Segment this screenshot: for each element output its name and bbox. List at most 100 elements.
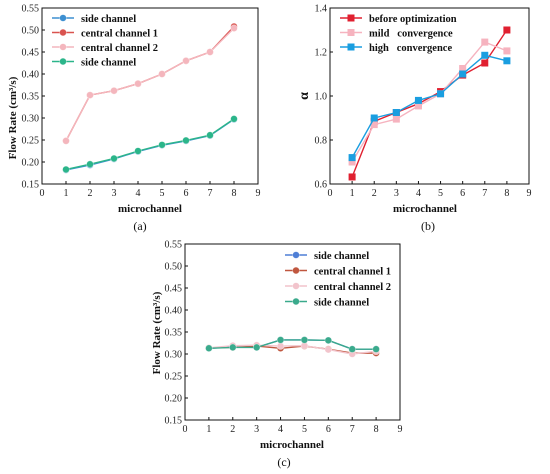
panel-c-xtick-label: 9 bbox=[398, 424, 403, 435]
legend-entry-label: central channel 2 bbox=[314, 282, 391, 293]
panel-b-legend: before optimization mild convergence high … bbox=[340, 14, 457, 54]
panel-b-data-point bbox=[503, 57, 511, 65]
panel-b-data-point bbox=[481, 59, 489, 67]
panel-c-data-point bbox=[205, 344, 213, 352]
legend-entry-label: side channel bbox=[81, 57, 136, 68]
legend-marker-swatch bbox=[292, 251, 300, 259]
panel-b-data-point bbox=[481, 51, 489, 59]
panel-a-data-point bbox=[86, 160, 94, 168]
panel-c-data-point bbox=[348, 345, 356, 353]
chart-panel-a: Flow Rate (cm³/s) microchannel (a) 0 1 2 3 4… bbox=[7, 4, 261, 234]
legend-entry-label: central channel 1 bbox=[81, 28, 158, 39]
panel-a-xtick-label: 9 bbox=[256, 188, 261, 199]
panel-c-ylabel: Flow Rate (cm³/s) bbox=[151, 291, 163, 374]
panel-a-series-4 bbox=[62, 115, 238, 174]
panel-b-data-point bbox=[503, 26, 511, 34]
panel-a-xtick-label: 0 bbox=[40, 188, 45, 199]
panel-c-xlabel: microchannel bbox=[260, 439, 324, 451]
panel-b-xtick-label: 6 bbox=[460, 188, 465, 199]
panel-b-xtick-label: 4 bbox=[416, 188, 421, 199]
panel-b-data-point bbox=[437, 90, 445, 98]
panel-a-data-point bbox=[230, 24, 238, 32]
panel-b-series-line bbox=[351, 41, 508, 163]
panel-c-legend: side channel central channel 1 central cha… bbox=[285, 251, 391, 308]
panel-b-data-point bbox=[348, 154, 356, 162]
panel-b-xtick-label: 2 bbox=[372, 188, 377, 199]
panel-c-ytick-label: 0.30 bbox=[165, 350, 183, 361]
panel-b-data-point bbox=[392, 115, 400, 123]
panel-b-data-point bbox=[370, 114, 378, 122]
panel-c-xtick-label: 7 bbox=[350, 424, 355, 435]
panel-c-ytick-label: 0.25 bbox=[165, 372, 183, 383]
panel-b-xtick-label: 8 bbox=[504, 188, 509, 199]
panel-a-ytick-label: 0.45 bbox=[22, 48, 40, 59]
panel-b-xtick-label: 7 bbox=[482, 188, 487, 199]
panel-c-data-point bbox=[372, 345, 380, 353]
legend-entry-label: side channel bbox=[314, 251, 369, 262]
chart-panel-c: Flow Rate (cm³/s) microchannel (c) 0 1 2 3 4… bbox=[151, 240, 403, 470]
chart-panel-b: α microchannel (b) 0 1 2 3 4 5 6 7 8 9 0.6 0.8 1.0 1.… bbox=[297, 4, 532, 234]
panel-a-xtick-label: 4 bbox=[136, 188, 141, 199]
panel-a-data-point bbox=[134, 147, 142, 155]
panel-a-xtick-label: 3 bbox=[112, 188, 117, 199]
panel-c-data-point bbox=[300, 336, 309, 344]
panel-b-series-2 bbox=[348, 38, 511, 166]
panel-a-ytick-label: 0.30 bbox=[22, 114, 40, 125]
panel-a-data-point bbox=[86, 91, 94, 99]
panel-c-data-point bbox=[252, 343, 261, 352]
legend-entry-label: side channel bbox=[81, 14, 136, 25]
panel-a-data-point bbox=[134, 79, 142, 88]
legend-entry-label: side channel bbox=[314, 297, 369, 308]
panel-c-ytick-label: 0.50 bbox=[165, 262, 183, 273]
panel-b-xtick-label: 3 bbox=[394, 188, 399, 199]
panel-c-data-point bbox=[276, 336, 285, 344]
panel-c-series-line bbox=[208, 339, 377, 350]
legend-entry-label: central channel 1 bbox=[314, 266, 391, 277]
panel-a-data-point bbox=[182, 136, 190, 145]
panel-a-series-3 bbox=[62, 24, 238, 145]
panel-c-xtick-label: 3 bbox=[254, 424, 259, 435]
panel-a-ytick-label: 0.15 bbox=[22, 180, 40, 191]
panel-c-xtick-label: 0 bbox=[183, 424, 188, 435]
panel-a-xtick-label: 7 bbox=[208, 188, 213, 199]
panel-c-xtick-label: 2 bbox=[230, 424, 235, 435]
panel-a-xtick-label: 8 bbox=[232, 188, 237, 199]
panel-a-data-point bbox=[206, 48, 214, 56]
panel-a-data-point bbox=[206, 131, 214, 139]
panel-c-ytick-label: 0.45 bbox=[165, 284, 183, 295]
panel-a-ylabel: Flow Rate (cm³/s) bbox=[7, 76, 19, 159]
panel-b-xtick-label: 0 bbox=[328, 188, 333, 199]
panel-b-data-point bbox=[459, 70, 467, 78]
panel-c-ytick-label: 0.55 bbox=[165, 240, 183, 251]
legend-marker-swatch bbox=[59, 57, 67, 66]
panel-c-ytick-label: 0.20 bbox=[165, 394, 183, 405]
panel-b-data-point bbox=[414, 96, 422, 104]
panel-b-ytick-label: 0.8 bbox=[315, 136, 328, 147]
legend-marker-swatch bbox=[59, 14, 67, 22]
panel-a-ytick-label: 0.35 bbox=[22, 92, 40, 103]
panel-a-caption: (a) bbox=[133, 219, 146, 233]
panel-c-xtick-label: 5 bbox=[302, 424, 307, 435]
panel-c-xtick-label: 1 bbox=[206, 424, 211, 435]
panel-b-data-point bbox=[392, 109, 400, 117]
panel-a-data-point bbox=[110, 87, 118, 95]
panel-a-series-2 bbox=[62, 22, 238, 145]
panel-c-xtick-label: 6 bbox=[326, 424, 331, 435]
legend-entry-label: central channel 2 bbox=[81, 43, 158, 54]
panel-b-series-line bbox=[351, 54, 508, 158]
legend-marker-swatch bbox=[347, 14, 355, 22]
legend-entry-label: mild convergence bbox=[369, 28, 453, 39]
panel-a-xtick-label: 1 bbox=[64, 188, 69, 199]
panel-c-data-point bbox=[229, 343, 237, 352]
panel-a-data-point bbox=[158, 141, 166, 149]
panel-c-data-point bbox=[324, 336, 333, 345]
panel-a-xtick-label: 6 bbox=[184, 188, 189, 199]
legend-marker-swatch bbox=[59, 28, 67, 37]
panel-c-data-point bbox=[324, 345, 333, 354]
panel-b-xtick-label: 9 bbox=[527, 188, 532, 199]
panel-b-ytick-label: 1.2 bbox=[315, 48, 328, 59]
panel-c-ytick-label: 0.35 bbox=[165, 328, 183, 339]
panel-a-data-point bbox=[62, 137, 70, 145]
panel-b-ylabel: α bbox=[297, 92, 312, 100]
